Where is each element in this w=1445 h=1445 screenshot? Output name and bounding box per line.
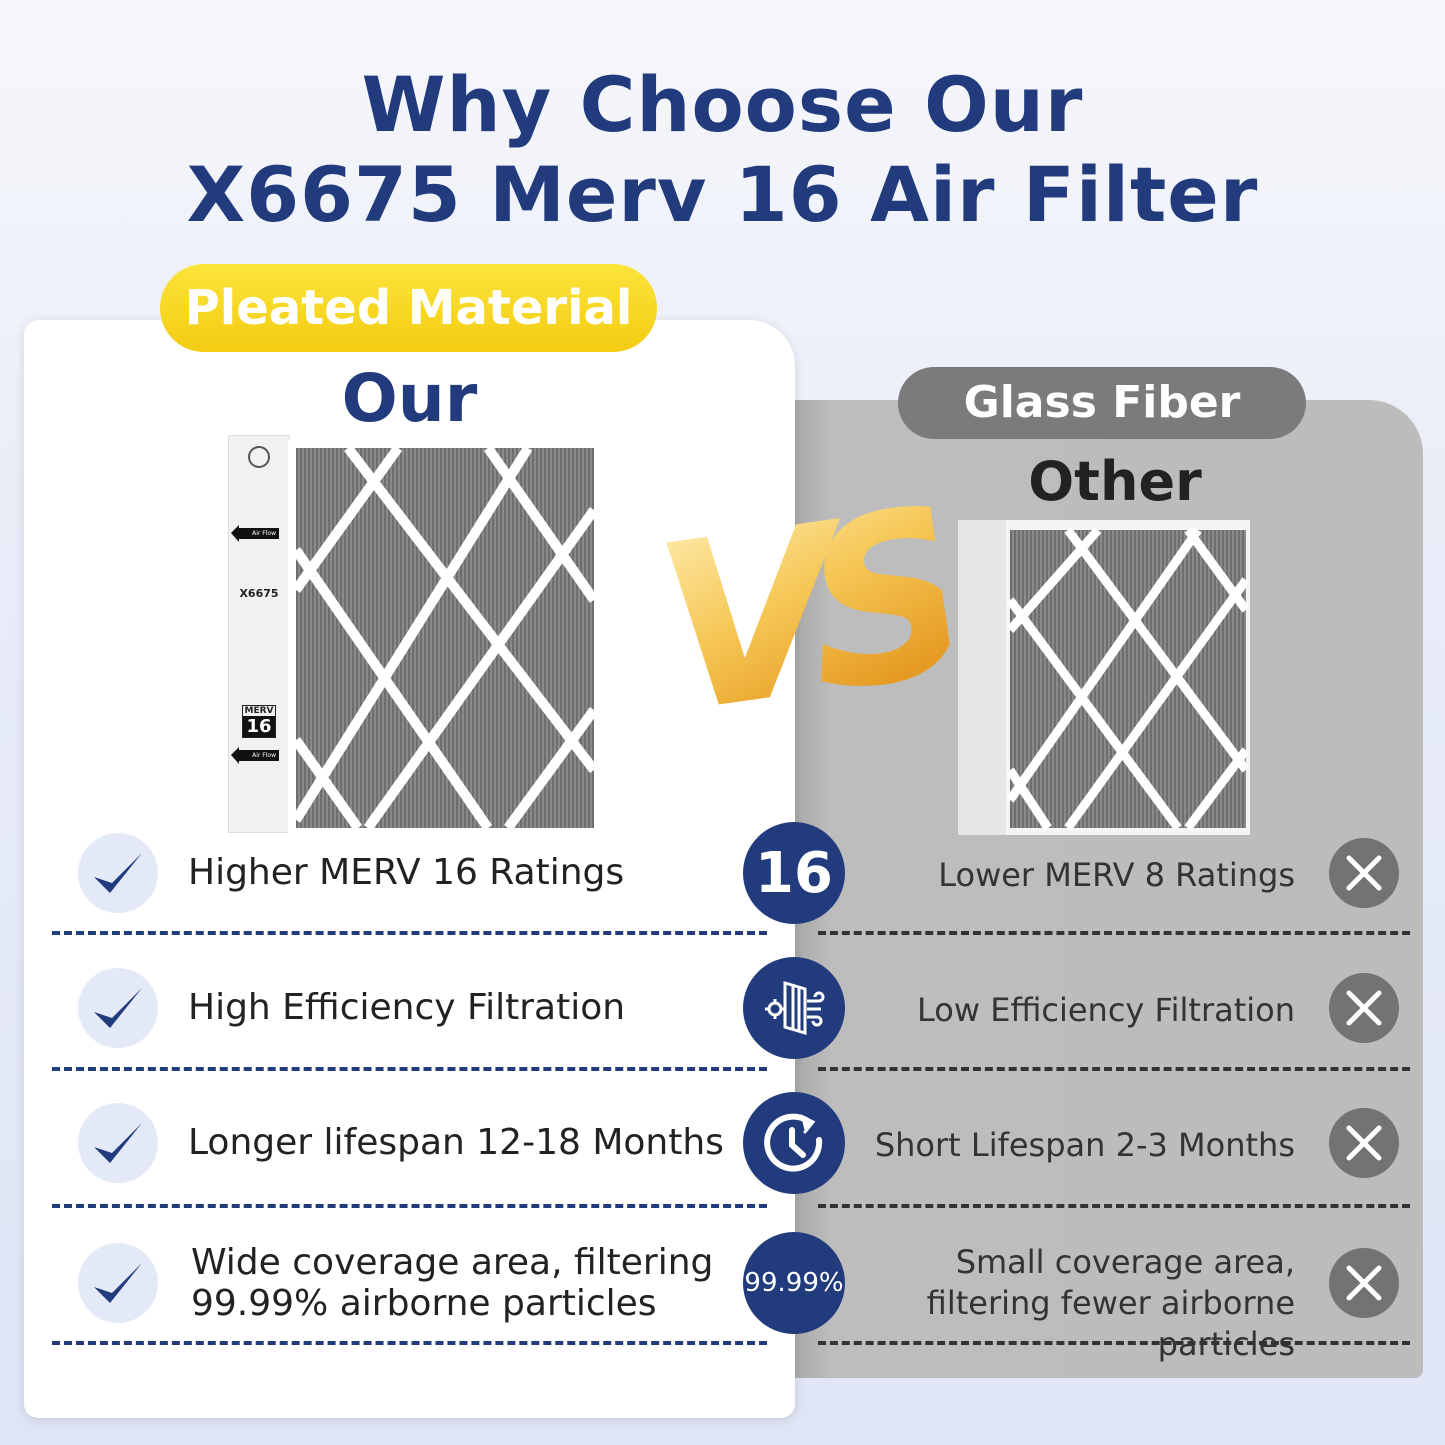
- our-feature-text: Higher MERV 16 Ratings: [188, 852, 625, 893]
- other-feature-text: Low Efficiency Filtration: [917, 991, 1295, 1029]
- our-feature-text: Wide coverage area, filtering 99.99% air…: [191, 1242, 714, 1324]
- airflow-arrow-top: Air Flow: [229, 525, 289, 542]
- row-divider: [818, 1204, 1410, 1208]
- title-line-2: X6675 Merv 16 Air Filter: [186, 150, 1259, 239]
- vs-graphic: VS: [642, 461, 961, 766]
- airflow-label: Air Flow: [231, 747, 279, 764]
- airflow-label: Air Flow: [231, 525, 279, 542]
- our-feature-text: Longer lifespan 12-18 Months: [188, 1122, 724, 1163]
- filter-airflow-icon: [765, 980, 825, 1036]
- check-icon: [78, 833, 158, 913]
- row-divider: [52, 1341, 767, 1345]
- merv-16-badge: 16: [755, 840, 833, 906]
- other-heading: Other: [1028, 450, 1202, 513]
- percent-badge: 99.99%: [744, 1268, 844, 1298]
- cross-icon: [1329, 838, 1399, 908]
- pleated-material-badge: Pleated Material: [160, 264, 657, 352]
- row-divider: [52, 931, 767, 935]
- check-icon: [78, 968, 158, 1048]
- cross-icon: [1329, 1108, 1399, 1178]
- feature-badge: 99.99%: [743, 1232, 845, 1334]
- other-filter-image: [958, 520, 1250, 835]
- our-heading: Our: [341, 360, 478, 437]
- airflow-arrow-bottom: Air Flow: [229, 747, 289, 764]
- our-feature-text: High Efficiency Filtration: [188, 987, 626, 1028]
- check-icon: [78, 1243, 158, 1323]
- row-divider: [52, 1067, 767, 1071]
- feature-badge: 16: [743, 822, 845, 924]
- row-divider: [818, 1341, 1410, 1345]
- clock-refresh-icon: [764, 1113, 823, 1172]
- feature-badge: [743, 957, 845, 1059]
- row-divider: [818, 931, 1410, 935]
- glass-fiber-badge: Glass Fiber: [898, 367, 1306, 439]
- cross-icon: [1329, 1248, 1399, 1318]
- merv-value: 16: [243, 716, 275, 737]
- other-feature-text: Small coverage area, filtering fewer air…: [926, 1243, 1295, 1363]
- model-label: X6675: [239, 587, 279, 600]
- filter-box-side-label: Air Flow X6675 MERV 16 Air Flow: [228, 435, 290, 833]
- our-filter-image: [288, 440, 600, 835]
- cross-icon: [1329, 973, 1399, 1043]
- row-divider: [52, 1204, 767, 1208]
- feature-badge: [743, 1092, 845, 1194]
- check-icon: [78, 1103, 158, 1183]
- other-feature-text: Lower MERV 8 Ratings: [938, 856, 1295, 894]
- merv-label: MERV: [244, 706, 274, 716]
- other-feature-text: Short Lifespan 2-3 Months: [874, 1126, 1295, 1164]
- row-divider: [818, 1067, 1410, 1071]
- title-line-1: Why Choose Our: [361, 60, 1084, 149]
